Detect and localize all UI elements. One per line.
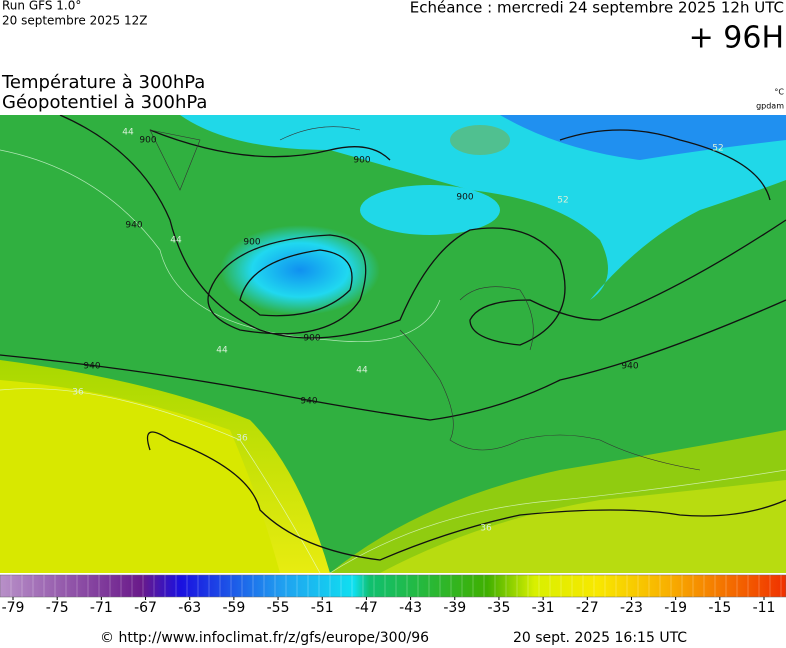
colorbar-label: -59 bbox=[222, 600, 245, 616]
colorbar bbox=[0, 574, 786, 598]
isotherm-label: 36 bbox=[480, 524, 492, 534]
colorbar-label: -39 bbox=[443, 600, 466, 616]
colorbar-label: -43 bbox=[399, 600, 422, 616]
contour-label: 940 bbox=[300, 397, 317, 407]
footer-timestamp: 20 sept. 2025 16:15 UTC bbox=[513, 630, 687, 646]
colorbar-label: -15 bbox=[708, 600, 731, 616]
title-temperature: Température à 300hPa bbox=[1, 72, 205, 93]
colorbar-label: -27 bbox=[576, 600, 599, 616]
run-date: 20 septembre 2025 12Z bbox=[2, 14, 147, 28]
footer-url: © http://www.infoclimat.fr/z/gfs/europe/… bbox=[100, 630, 429, 646]
run-label: Run GFS 1.0° bbox=[2, 0, 81, 13]
colorbar-label: -31 bbox=[532, 600, 555, 616]
unit-temperature: °C bbox=[774, 88, 784, 97]
colorbar-label: -47 bbox=[355, 600, 378, 616]
contour-label: 940 bbox=[125, 221, 142, 231]
valid-time: Echéance : mercredi 24 septembre 2025 12… bbox=[410, 0, 784, 17]
map: 900 900 900 900 900 940 940 940 940 44 44 44 44 36 36 3… bbox=[0, 115, 786, 573]
title-geopotential: Géopotentiel à 300hPa bbox=[2, 92, 207, 113]
colorbar-label: -23 bbox=[620, 600, 643, 616]
isotherm-label: 52 bbox=[557, 196, 568, 206]
colorbar-label: -11 bbox=[753, 600, 776, 616]
contour-label: 940 bbox=[621, 362, 638, 372]
colorbar-label: -67 bbox=[134, 600, 157, 616]
colorbar-label: -63 bbox=[178, 600, 201, 616]
isotherm-label: 36 bbox=[236, 434, 248, 444]
colorbar-label: -75 bbox=[46, 600, 69, 616]
isotherm-label: 36 bbox=[72, 388, 84, 398]
colorbar-label: -19 bbox=[664, 600, 687, 616]
colorbar-label: -79 bbox=[2, 600, 25, 616]
colorbar-label: -35 bbox=[488, 600, 511, 616]
contour-label: 900 bbox=[303, 334, 320, 344]
colorbar-label: -71 bbox=[90, 600, 113, 616]
isotherm-label: 52 bbox=[712, 144, 723, 154]
isotherm-label: 44 bbox=[356, 366, 368, 376]
isotherm-label: 44 bbox=[216, 346, 228, 356]
contour-label: 940 bbox=[83, 362, 100, 372]
contour-label: 900 bbox=[139, 136, 156, 146]
contour-label: 900 bbox=[353, 156, 370, 166]
colorbar-label: -55 bbox=[267, 600, 290, 616]
contour-label: 900 bbox=[243, 238, 260, 248]
lead-time: + 96H bbox=[689, 21, 784, 56]
isotherm-label: 44 bbox=[170, 236, 182, 246]
isotherm-label: 44 bbox=[122, 128, 134, 138]
unit-geopotential: gpdam bbox=[756, 102, 784, 111]
contour-label: 900 bbox=[456, 193, 473, 203]
colorbar-label: -51 bbox=[311, 600, 334, 616]
